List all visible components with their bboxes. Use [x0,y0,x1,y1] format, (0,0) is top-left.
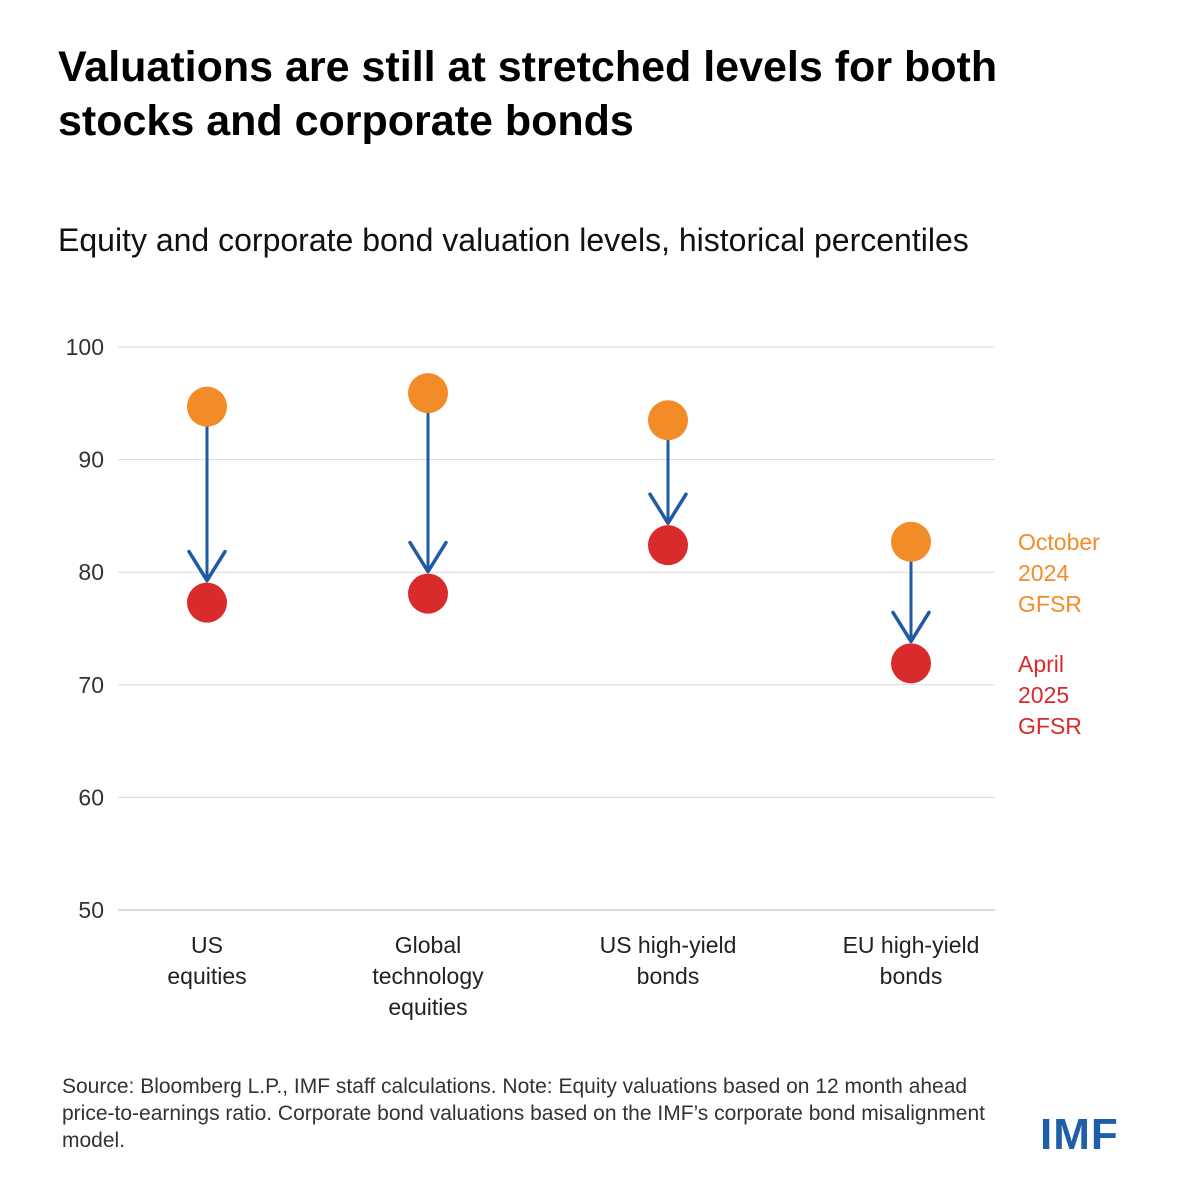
legend-line: GFSR [1018,591,1082,617]
y-tick-label: 80 [78,559,104,585]
arrow-head [648,492,688,525]
october-2024-point [187,386,227,427]
category-label: US high-yield bonds [600,932,737,989]
arrow-head [408,540,448,574]
category-label-line: EU high-yield [843,932,980,958]
legend-line: 2025 [1018,682,1069,708]
legend-april-2025: April 2025 GFSR [1018,651,1082,739]
category-label-line: equities [388,994,467,1020]
april-2025-point [408,573,448,614]
imf-logo: IMF [1040,1110,1119,1159]
data-points [187,373,931,684]
april-2025-point [187,582,227,623]
y-tick-label: 70 [78,672,104,698]
legend: October 2024 GFSR April 2025 GFSR [1018,529,1100,739]
change-arrows [187,391,931,644]
y-tick-label: 100 [66,334,104,360]
legend-line: April [1018,651,1064,677]
category-label-line: bonds [637,963,700,989]
arrow-head [891,610,931,644]
change-arrow [408,391,448,574]
category-label: Global technology equities [372,932,484,1020]
category-label-line: bonds [880,963,943,989]
october-2024-point [408,373,448,414]
change-arrow [187,405,227,583]
april-2025-point [891,643,931,684]
april-2025-point [648,525,688,566]
chart-subtitle: Equity and corporate bond valuation leve… [58,222,969,258]
category-label-line: Global [395,932,461,958]
legend-line: October [1018,529,1100,555]
october-2024-point [891,521,931,562]
category-label-line: US [191,932,223,958]
october-2024-point [648,400,688,441]
gridlines [118,346,995,911]
category-label-line: technology [372,963,484,989]
y-tick-label: 60 [78,784,104,810]
chart-title: Valuations are still at stretched levels… [58,43,998,145]
legend-line: 2024 [1018,560,1069,586]
y-tick-label: 90 [78,447,104,473]
category-label: EU high-yield bonds [843,932,980,989]
legend-october-2024: October 2024 GFSR [1018,529,1100,617]
category-labels: US equities Global technology equities US hig… [167,932,979,1020]
category-label-line: US high-yield [600,932,737,958]
category-label-line: equities [167,963,246,989]
arrow-head [187,549,227,583]
category-label: US equities [167,932,246,989]
y-tick-label: 50 [78,897,104,923]
source-note: Source: Bloomberg L.P., IMF staff calcul… [62,1075,985,1152]
y-axis-ticks: 50 60 70 80 90 100 [66,334,104,923]
valuation-chart: 50 60 70 80 90 100 US equities Global technology… [66,334,1101,1020]
legend-line: GFSR [1018,713,1082,739]
